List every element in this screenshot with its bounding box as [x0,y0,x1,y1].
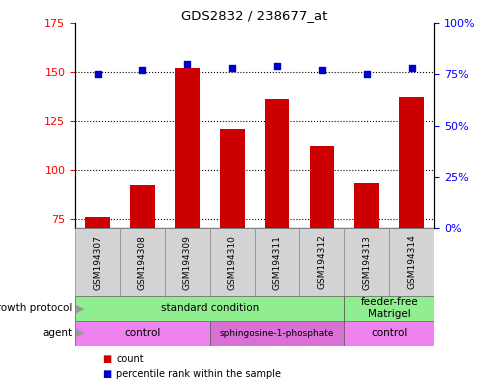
Text: growth protocol: growth protocol [0,303,73,313]
Text: sphingosine-1-phosphate: sphingosine-1-phosphate [219,329,333,338]
Bar [264,99,289,366]
Bar [344,296,433,321]
Bar [398,98,423,366]
Bar [219,129,244,366]
Text: control: control [124,328,160,338]
Text: ■: ■ [102,354,111,364]
Bar [344,228,388,296]
Bar [120,228,165,296]
Bar [299,228,344,296]
Bar [354,184,378,366]
Text: percentile rank within the sample: percentile rank within the sample [116,369,281,379]
Point [138,67,146,73]
Text: GSM194312: GSM194312 [317,235,326,290]
Bar [130,185,154,366]
Text: GSM194314: GSM194314 [406,235,415,290]
Text: standard condition: standard condition [160,303,258,313]
Text: feeder-free
Matrigel: feeder-free Matrigel [360,297,417,319]
Bar [309,146,333,366]
Bar [75,321,209,346]
Text: ▶: ▶ [76,303,84,313]
Text: GSM194311: GSM194311 [272,235,281,290]
Bar [388,228,433,296]
Bar [85,217,110,366]
Bar [254,228,299,296]
Bar [344,321,433,346]
Text: ■: ■ [102,369,111,379]
Text: GSM194307: GSM194307 [93,235,102,290]
Bar [209,228,254,296]
Bar [175,68,199,366]
Text: GSM194313: GSM194313 [362,235,371,290]
Bar [75,296,344,321]
Text: ▶: ▶ [76,328,84,338]
Point [272,63,280,69]
Bar [209,321,344,346]
Text: GSM194310: GSM194310 [227,235,236,290]
Title: GDS2832 / 238677_at: GDS2832 / 238677_at [181,9,327,22]
Point [228,65,236,71]
Bar [75,228,120,296]
Text: GSM194308: GSM194308 [137,235,147,290]
Text: control: control [370,328,407,338]
Point [318,67,325,73]
Point [362,71,370,78]
Point [183,61,191,67]
Text: count: count [116,354,144,364]
Text: GSM194309: GSM194309 [182,235,192,290]
Point [93,71,101,78]
Point [407,65,415,71]
Text: agent: agent [43,328,73,338]
Bar [165,228,209,296]
